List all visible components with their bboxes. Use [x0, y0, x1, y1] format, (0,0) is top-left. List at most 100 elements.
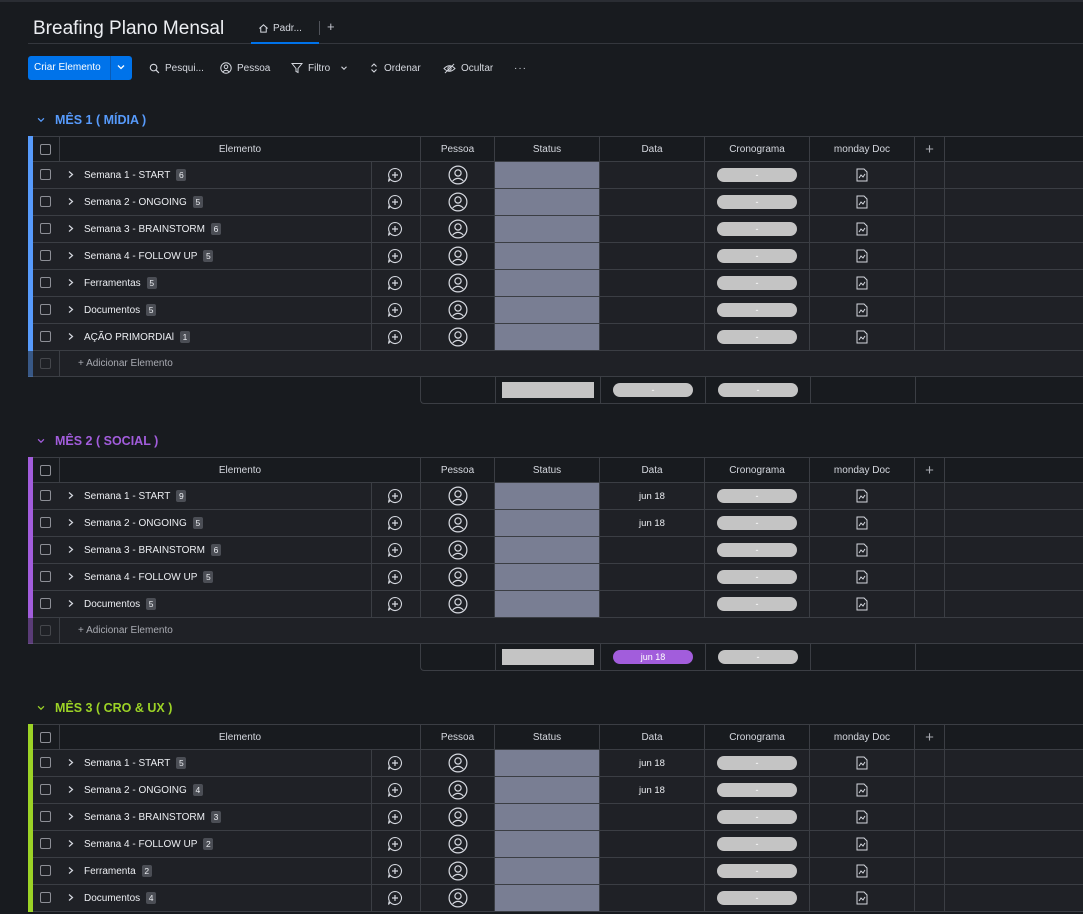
timeline-cell[interactable]: -: [704, 324, 809, 350]
date-cell[interactable]: [599, 885, 704, 911]
person-cell[interactable]: [420, 885, 494, 911]
status-cell[interactable]: [494, 216, 599, 242]
chevron-right-icon[interactable]: [66, 518, 75, 527]
status-cell[interactable]: [494, 297, 599, 323]
chevron-right-icon[interactable]: [66, 812, 75, 821]
date-cell[interactable]: jun 18: [599, 750, 704, 776]
new-item-button[interactable]: Criar Elemento: [28, 56, 132, 80]
doc-cell[interactable]: [809, 243, 914, 269]
row-checkbox[interactable]: [40, 223, 51, 234]
add-update-icon[interactable]: [387, 890, 403, 906]
timeline-cell[interactable]: -: [704, 831, 809, 857]
status-cell[interactable]: [494, 189, 599, 215]
group-header-3[interactable]: MÊS 3 ( CRO & UX ): [36, 699, 172, 717]
person-cell[interactable]: [420, 537, 494, 563]
filter-button[interactable]: Filtro: [291, 56, 349, 80]
chevron-right-icon[interactable]: [66, 599, 75, 608]
item-name[interactable]: Semana 2 - ONGOING 4: [84, 784, 203, 796]
more-options-button[interactable]: ···: [514, 62, 527, 74]
item-name[interactable]: AÇÃO PRIMORDIAl 1: [84, 331, 191, 343]
status-cell[interactable]: [494, 804, 599, 830]
row-checkbox[interactable]: [40, 304, 51, 315]
timeline-cell[interactable]: -: [704, 750, 809, 776]
chevron-right-icon[interactable]: [66, 170, 75, 179]
group-title[interactable]: MÊS 1 ( MÍDIA ): [55, 113, 147, 127]
person-cell[interactable]: [420, 270, 494, 296]
search-button[interactable]: Pesqui...: [149, 56, 204, 80]
chevron-right-icon[interactable]: [66, 866, 75, 875]
doc-cell[interactable]: [809, 510, 914, 536]
monday-doc-icon[interactable]: [856, 276, 868, 290]
column-header-person[interactable]: Pessoa: [420, 137, 494, 161]
row-checkbox[interactable]: [40, 169, 51, 180]
item-name[interactable]: Semana 4 - FOLLOW UP 2: [84, 838, 214, 850]
date-cell[interactable]: [599, 564, 704, 590]
person-cell[interactable]: [420, 831, 494, 857]
status-cell[interactable]: [494, 831, 599, 857]
date-cell[interactable]: [599, 243, 704, 269]
row-checkbox[interactable]: [40, 598, 51, 609]
person-cell[interactable]: [420, 858, 494, 884]
status-cell[interactable]: [494, 564, 599, 590]
doc-cell[interactable]: [809, 804, 914, 830]
monday-doc-icon[interactable]: [856, 222, 868, 236]
chevron-right-icon[interactable]: [66, 545, 75, 554]
add-column-button[interactable]: +: [914, 458, 944, 482]
monday-doc-icon[interactable]: [856, 597, 868, 611]
doc-cell[interactable]: [809, 162, 914, 188]
add-column-button[interactable]: +: [914, 725, 944, 749]
add-update-icon[interactable]: [387, 836, 403, 852]
monday-doc-icon[interactable]: [856, 303, 868, 317]
select-all-checkbox[interactable]: [40, 144, 51, 155]
person-cell[interactable]: [420, 189, 494, 215]
column-header-person[interactable]: Pessoa: [420, 458, 494, 482]
date-cell[interactable]: [599, 297, 704, 323]
date-cell[interactable]: [599, 162, 704, 188]
add-update-icon[interactable]: [387, 515, 403, 531]
monday-doc-icon[interactable]: [856, 330, 868, 344]
row-checkbox[interactable]: [40, 250, 51, 261]
chevron-right-icon[interactable]: [66, 491, 75, 500]
person-cell[interactable]: [420, 804, 494, 830]
timeline-cell[interactable]: -: [704, 858, 809, 884]
chevron-down-icon[interactable]: [115, 61, 127, 73]
status-cell[interactable]: [494, 510, 599, 536]
item-name[interactable]: Semana 4 - FOLLOW UP 5: [84, 250, 214, 262]
doc-cell[interactable]: [809, 564, 914, 590]
date-cell[interactable]: [599, 324, 704, 350]
person-cell[interactable]: [420, 162, 494, 188]
status-cell[interactable]: [494, 777, 599, 803]
monday-doc-icon[interactable]: [856, 891, 868, 905]
select-all-checkbox[interactable]: [40, 732, 51, 743]
date-cell[interactable]: [599, 804, 704, 830]
column-header-date[interactable]: Data: [599, 725, 704, 749]
monday-doc-icon[interactable]: [856, 543, 868, 557]
date-cell[interactable]: jun 18: [599, 510, 704, 536]
item-name[interactable]: Semana 1 - START 9: [84, 490, 187, 502]
doc-cell[interactable]: [809, 216, 914, 242]
add-item-row[interactable]: + Adicionar Elemento: [28, 617, 1083, 644]
person-cell[interactable]: [420, 483, 494, 509]
add-update-icon[interactable]: [387, 329, 403, 345]
column-header-date[interactable]: Data: [599, 137, 704, 161]
date-cell[interactable]: [599, 216, 704, 242]
chevron-right-icon[interactable]: [66, 278, 75, 287]
doc-cell[interactable]: [809, 270, 914, 296]
chevron-right-icon[interactable]: [66, 572, 75, 581]
column-header-doc[interactable]: monday Doc: [809, 458, 914, 482]
timeline-cell[interactable]: -: [704, 804, 809, 830]
row-checkbox[interactable]: [40, 811, 51, 822]
column-header-date[interactable]: Data: [599, 458, 704, 482]
monday-doc-icon[interactable]: [856, 195, 868, 209]
person-cell[interactable]: [420, 591, 494, 617]
monday-doc-icon[interactable]: [856, 756, 868, 770]
monday-doc-icon[interactable]: [856, 864, 868, 878]
add-update-icon[interactable]: [387, 194, 403, 210]
add-update-icon[interactable]: [387, 275, 403, 291]
group-title[interactable]: MÊS 3 ( CRO & UX ): [55, 701, 173, 715]
doc-cell[interactable]: [809, 537, 914, 563]
item-name[interactable]: Semana 3 - BRAINSTORM 3: [84, 811, 221, 823]
sort-button[interactable]: Ordenar: [369, 56, 421, 80]
column-header-status[interactable]: Status: [494, 458, 599, 482]
date-cell[interactable]: [599, 537, 704, 563]
